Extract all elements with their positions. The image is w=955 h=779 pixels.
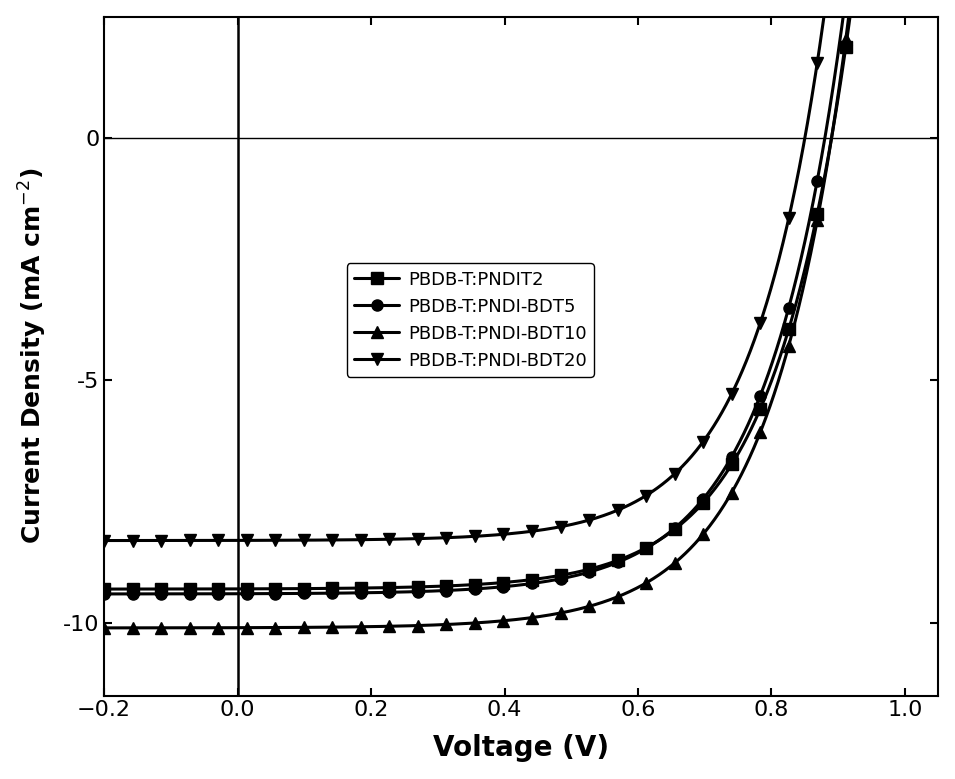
PBDB-T:PNDIT2 xyxy=(98,584,110,594)
PBDB-T:PNDI-BDT20 xyxy=(690,446,702,455)
Line: PBDB-T:PNDIT2: PBDB-T:PNDIT2 xyxy=(98,0,861,594)
PBDB-T:PNDI-BDT5 xyxy=(359,588,371,597)
PBDB-T:PNDI-BDT5 xyxy=(763,367,775,376)
PBDB-T:PNDI-BDT10 xyxy=(389,622,400,631)
PBDB-T:PNDIT2 xyxy=(498,578,509,587)
PBDB-T:PNDI-BDT20 xyxy=(98,536,110,545)
PBDB-T:PNDI-BDT10 xyxy=(246,623,258,633)
PBDB-T:PNDI-BDT5 xyxy=(794,261,805,270)
X-axis label: Voltage (V): Voltage (V) xyxy=(434,735,609,763)
PBDB-T:PNDI-BDT20 xyxy=(728,386,739,395)
PBDB-T:PNDI-BDT10 xyxy=(166,623,178,633)
PBDB-T:PNDI-BDT20 xyxy=(794,163,805,172)
PBDB-T:PNDI-BDT5 xyxy=(501,582,513,591)
Y-axis label: Current Density (mA cm$^{-2}$): Current Density (mA cm$^{-2}$) xyxy=(16,167,49,545)
PBDB-T:PNDIT2 xyxy=(566,569,578,578)
PBDB-T:PNDIT2 xyxy=(408,583,419,592)
PBDB-T:PNDIT2 xyxy=(599,560,610,569)
PBDB-T:PNDI-BDT10 xyxy=(391,622,402,631)
Line: PBDB-T:PNDI-BDT10: PBDB-T:PNDI-BDT10 xyxy=(98,0,860,633)
PBDB-T:PNDIT2 xyxy=(777,343,789,352)
Legend: PBDB-T:PNDIT2, PBDB-T:PNDI-BDT5, PBDB-T:PNDI-BDT10, PBDB-T:PNDI-BDT20: PBDB-T:PNDIT2, PBDB-T:PNDI-BDT5, PBDB-T:… xyxy=(347,263,594,377)
PBDB-T:PNDI-BDT5 xyxy=(98,589,110,598)
Line: PBDB-T:PNDI-BDT20: PBDB-T:PNDI-BDT20 xyxy=(98,0,836,546)
PBDB-T:PNDI-BDT10 xyxy=(603,595,614,605)
PBDB-T:PNDI-BDT10 xyxy=(98,623,110,633)
PBDB-T:PNDIT2 xyxy=(228,584,240,594)
PBDB-T:PNDI-BDT10 xyxy=(436,620,448,629)
PBDB-T:PNDI-BDT20 xyxy=(653,482,665,492)
PBDB-T:PNDI-BDT5 xyxy=(363,588,374,597)
PBDB-T:PNDI-BDT20 xyxy=(354,535,366,545)
PBDB-T:PNDI-BDT5 xyxy=(244,589,255,598)
PBDB-T:PNDI-BDT20 xyxy=(287,535,299,545)
Line: PBDB-T:PNDI-BDT5: PBDB-T:PNDI-BDT5 xyxy=(98,0,855,600)
